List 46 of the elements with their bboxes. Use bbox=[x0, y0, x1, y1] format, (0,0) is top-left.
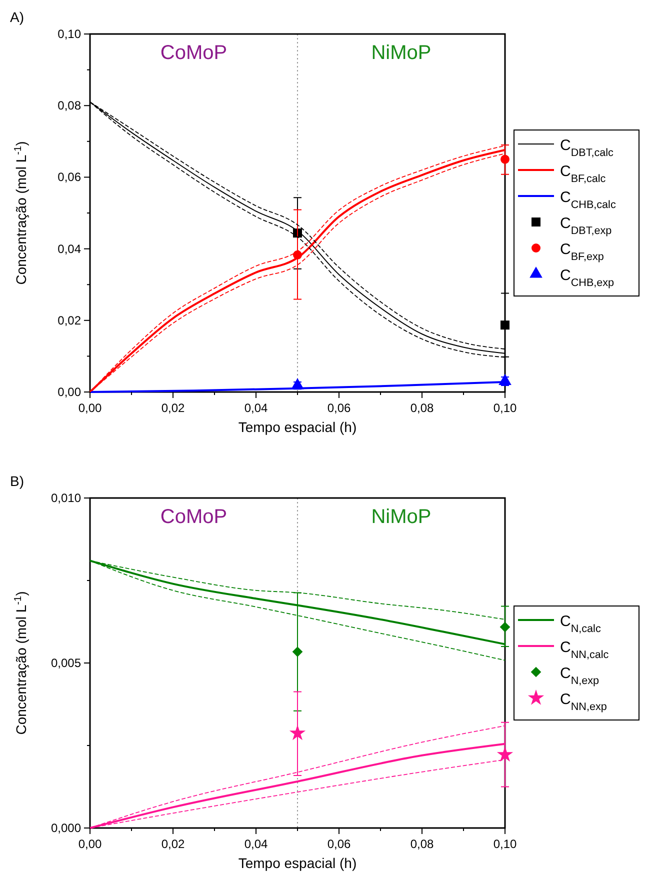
chart-title: A) bbox=[10, 9, 24, 25]
x-tick-label: 0,00 bbox=[78, 401, 102, 415]
point bbox=[500, 320, 510, 330]
y-tick-label: 0,005 bbox=[50, 656, 82, 670]
x-tick-label: 0,10 bbox=[493, 837, 517, 851]
legend-label: C$_{N,calc}$ bbox=[560, 613, 602, 635]
point bbox=[292, 646, 303, 657]
y-tick-label: 0,08 bbox=[58, 98, 82, 113]
annotation: CoMoP bbox=[160, 506, 228, 528]
legend-label: C$_{DBT,calc}$ bbox=[560, 137, 614, 159]
point bbox=[289, 724, 306, 740]
legend-label: C$_{DBT,exp}$ bbox=[560, 215, 612, 237]
point bbox=[500, 154, 510, 164]
x-tick-label: 0,08 bbox=[410, 401, 434, 415]
x-axis-title: Tempo espacial (h) bbox=[238, 855, 357, 871]
y-tick-label: 0,04 bbox=[58, 242, 82, 256]
x-tick-label: 0,04 bbox=[244, 401, 268, 415]
legend-label: C$_{N,exp}$ bbox=[560, 665, 600, 687]
legend-label: C$_{BF,exp}$ bbox=[560, 241, 604, 263]
legend-label: C$_{NN,calc}$ bbox=[560, 639, 610, 661]
annotation: NiMoP bbox=[371, 42, 432, 64]
point bbox=[500, 622, 510, 632]
x-tick-label: 0,08 bbox=[410, 837, 434, 851]
point bbox=[496, 746, 514, 762]
y-tick-label: 0,00 bbox=[58, 385, 82, 399]
chart-title: B) bbox=[10, 473, 24, 489]
x-tick-label: 0,02 bbox=[161, 837, 185, 851]
annotation: CoMoP bbox=[160, 42, 228, 64]
legend-label: C$_{NN,exp}$ bbox=[560, 691, 607, 713]
y-tick-label: 0,010 bbox=[50, 491, 82, 505]
annotation: NiMoP bbox=[371, 506, 432, 528]
y-tick-label: 0,06 bbox=[58, 170, 82, 184]
y-tick-label: 0,10 bbox=[58, 27, 82, 41]
x-tick-label: 0,00 bbox=[78, 837, 102, 851]
legend-label: C$_{CHB,calc}$ bbox=[560, 189, 616, 211]
x-tick-label: 0,10 bbox=[493, 401, 517, 415]
x-tick-label: 0,06 bbox=[327, 401, 351, 415]
x-tick-label: 0,04 bbox=[244, 837, 268, 851]
y-tick-label: 0,000 bbox=[50, 821, 82, 835]
legend-label: C$_{BF,calc}$ bbox=[560, 163, 606, 185]
y-tick-label: 0,02 bbox=[58, 313, 82, 328]
point bbox=[293, 250, 302, 260]
x-tick-label: 0,02 bbox=[161, 401, 185, 415]
legend-label: C$_{CHB,exp}$ bbox=[560, 267, 614, 289]
x-tick-label: 0,06 bbox=[327, 837, 351, 851]
x-axis-title: Tempo espacial (h) bbox=[238, 419, 357, 435]
